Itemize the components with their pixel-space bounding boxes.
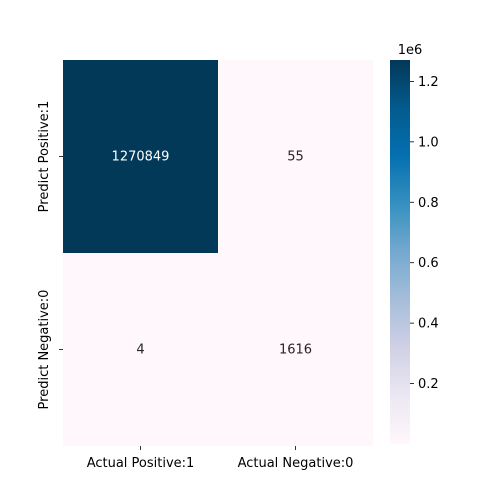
- colorbar-tick-label-3: 0.8: [418, 196, 439, 211]
- heatmap-annotations: 1270849 55 4 1616: [112, 150, 313, 358]
- heatmap-axes: Actual Positive:1 Actual Negative:0 Predic…: [37, 101, 353, 471]
- colorbar-tick-label-2: 0.6: [418, 256, 439, 271]
- heatmap-cells: [63, 60, 373, 446]
- x-tick-label-0: Actual Positive:1: [87, 456, 195, 471]
- cell-annotation-r0-c0: 1270849: [112, 150, 170, 165]
- heatmap-cell-r1-c1: [218, 253, 373, 446]
- heatmap-cell-r0-c0: [63, 60, 218, 253]
- colorbar-tick-label-5: 1.2: [418, 75, 439, 90]
- cell-annotation-r0-c1: 55: [287, 150, 304, 165]
- colorbar-gradient: [390, 60, 410, 444]
- colorbar-offset-label: 1e6: [398, 43, 423, 58]
- heatmap-cell-r1-c0: [63, 253, 218, 446]
- colorbar-tick-label-1: 0.4: [418, 317, 439, 332]
- heatmap-cell-r0-c1: [218, 60, 373, 253]
- cell-annotation-r1-c1: 1616: [279, 343, 312, 358]
- y-tick-label-1: Predict Negative:0: [37, 290, 52, 410]
- colorbar: 0.2 0.4 0.6 0.8 1.0 1.2 1e6: [390, 43, 439, 444]
- cell-annotation-r1-c0: 4: [136, 343, 144, 358]
- colorbar-tick-label-4: 1.0: [418, 135, 439, 150]
- colorbar-tick-label-0: 0.2: [418, 377, 439, 392]
- x-tick-label-1: Actual Negative:0: [238, 456, 354, 471]
- y-tick-label-0: Predict Positive:1: [37, 101, 52, 213]
